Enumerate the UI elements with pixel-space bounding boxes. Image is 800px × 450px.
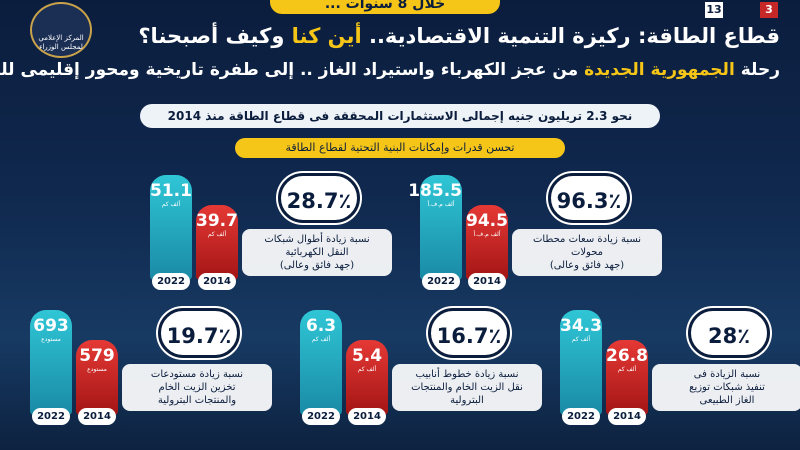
bar-value: 6.3 — [305, 316, 337, 336]
bar-value: 693 — [33, 316, 69, 336]
stat-card: 51.1 ألف كم 39.7 ألف كم 2022 2014 28.7٪ نسبة زي… — [150, 165, 392, 305]
page-number: 3 — [760, 2, 778, 18]
bar-value: 51.1 — [150, 181, 192, 201]
bar-value: 34.3 — [560, 316, 602, 336]
bar-new: 34.3 ألف كم — [560, 310, 602, 415]
bar-unit: ألف كم — [357, 366, 377, 373]
percent: 96.3٪ — [548, 173, 630, 223]
bar-unit: مستودع — [87, 366, 107, 373]
year-label: 2014 — [348, 408, 386, 425]
description: نسبة الزيادة فى تنفيذ شبكات توزيع الغاز ال… — [652, 364, 800, 411]
year-label: 2014 — [78, 408, 116, 425]
page-number: 13 — [705, 2, 723, 18]
year-label: 2022 — [32, 408, 70, 425]
description-line: نسبة زيادة أطوال شبكات — [264, 234, 370, 245]
title-part: وكيف أصبحنا؟ — [138, 24, 285, 48]
title-part: أين كنا — [284, 24, 362, 48]
subtitle: رحلة الجمهورية الجديدة من عجز الكهرباء و… — [0, 60, 780, 80]
section-label: تحسن قدرات وإمكانات البنية التحتية لقطاع… — [235, 138, 565, 158]
bar-value: 39.7 — [196, 211, 238, 231]
subtitle-part: رحلة — [734, 60, 780, 80]
stat-card: 34.3 ألف كم 26.8 ألف كم 2022 2014 28٪ نسبة الزي… — [560, 300, 800, 440]
title: قطاع الطاقة: ركيزة التنمية الاقتصادية.. … — [100, 24, 780, 48]
bar-old: 579 مستودع — [76, 340, 118, 415]
bar-value: 185.5 — [408, 181, 462, 201]
percent: 28.7٪ — [278, 173, 360, 223]
bar-unit: ألف م.ف.أ — [473, 231, 501, 238]
bar-unit: ألف كم — [207, 231, 227, 238]
year-label: 2022 — [562, 408, 600, 425]
subtitle-part: من عجز الكهرباء واستيراد الغاز .. إلى طف… — [0, 60, 585, 80]
bar-unit: ألف كم — [571, 336, 591, 343]
bar-unit: ألف كم — [311, 336, 331, 343]
bar-old: 5.4 ألف كم — [346, 340, 388, 415]
bar-new: 693 مستودع — [30, 310, 72, 415]
description-line: نسبة زيادة سعات محطات — [532, 234, 642, 245]
description-line: الغاز الطبيعى — [699, 395, 755, 406]
bar-unit: ألف م.ف.أ — [427, 201, 455, 208]
percent: 28٪ — [688, 308, 770, 358]
bar-value: 26.8 — [606, 346, 648, 366]
description-line: النقل الكهربائية — [285, 247, 349, 258]
stat-card: 6.3 ألف كم 5.4 ألف كم 2022 2014 16.7٪ نسبة زياد… — [300, 300, 542, 440]
bar-value: 579 — [79, 346, 115, 366]
description-line: تخزين الزيت الخام — [158, 382, 236, 393]
bar-value: 94.5 — [466, 211, 508, 231]
description: نسبة زيادة مستودعات تخزين الزيت الخام والم… — [122, 364, 272, 411]
description-line: البترولية — [450, 395, 484, 406]
subtitle-part: الجمهورية الجديدة — [584, 60, 735, 80]
year-label: 2014 — [608, 408, 646, 425]
stat-card: 185.5 ألف م.ف.أ 94.5 ألف م.ف.أ 2022 2014 96.3٪… — [408, 165, 662, 305]
bar-new: 51.1 ألف كم — [150, 175, 192, 280]
year-label: 2022 — [422, 273, 460, 290]
bar-unit: ألف كم — [161, 201, 181, 208]
bar-new: 185.5 ألف م.ف.أ — [408, 175, 462, 280]
description: نسبة زيادة أطوال شبكات النقل الكهربائية (ج… — [242, 229, 392, 276]
title-part: قطاع الطاقة: ركيزة التنمية الاقتصادية.. — [361, 24, 780, 48]
stat-card: 693 مستودع 579 مستودع 2022 2014 19.7٪ نسبة زياد… — [30, 300, 272, 440]
ribbon: خلال 8 سنوات ... — [270, 0, 500, 14]
bar-old: 26.8 ألف كم — [606, 340, 648, 415]
description-line: نسبة زيادة خطوط أنابيب — [415, 369, 519, 380]
description-line: نسبة زيادة مستودعات — [150, 369, 244, 380]
banner: نحو 2.3 تريليون جنيه إجمالى الاستثمارات … — [140, 104, 660, 128]
year-label: 2014 — [198, 273, 236, 290]
bar-unit: مستودع — [41, 336, 61, 343]
percent: 16.7٪ — [428, 308, 510, 358]
percent: 19.7٪ — [158, 308, 240, 358]
year-label: 2014 — [468, 273, 506, 290]
year-label: 2022 — [152, 273, 190, 290]
description: نسبة زيادة خطوط أنابيب نقل الزيت الخام وا… — [392, 364, 542, 411]
logo: المركز الإعلامي لمجلس الوزراء — [30, 2, 92, 58]
description-line: (جهد فائق وعالى) — [279, 260, 355, 271]
bar-unit: ألف كم — [617, 366, 637, 373]
description-line: والمنتجات البترولية — [157, 395, 237, 406]
description-line: محولات — [570, 247, 604, 258]
bar-value: 5.4 — [351, 346, 383, 366]
bar-old: 39.7 ألف كم — [196, 205, 238, 280]
description-line: تنفيذ شبكات توزيع — [689, 382, 765, 393]
description: نسبة زيادة سعات محطات محولات (جهد فائق وعا… — [512, 229, 662, 276]
bar-new: 6.3 ألف كم — [300, 310, 342, 415]
description-line: نقل الزيت الخام والمنتجات — [411, 382, 523, 393]
description-line: (جهد فائق وعالى) — [549, 260, 625, 271]
description-line: نسبة الزيادة فى — [693, 369, 761, 380]
year-label: 2022 — [302, 408, 340, 425]
bar-old: 94.5 ألف م.ف.أ — [466, 205, 508, 280]
